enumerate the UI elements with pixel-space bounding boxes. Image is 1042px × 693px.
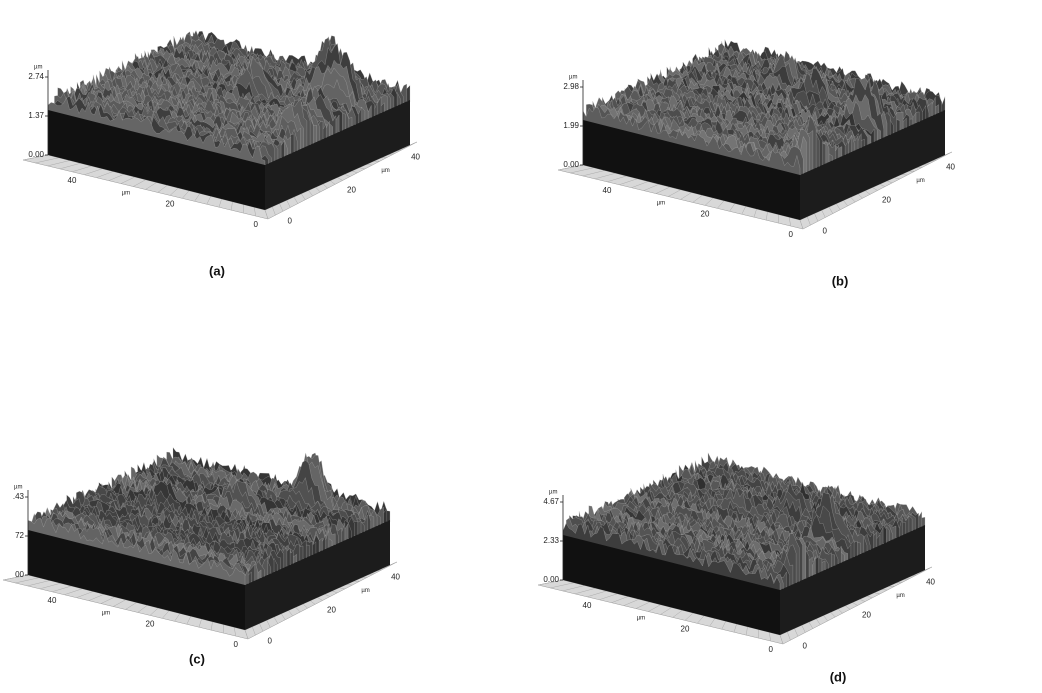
figure: 2.74 1.37 0.00 µm 40 20 0 µm 0 20 40 µm (a) 2.98 1.99 0… bbox=[0, 0, 1042, 693]
y-tick-label: 0 bbox=[822, 226, 827, 235]
y-tick-label: 40 bbox=[946, 162, 955, 171]
panel-label: (a) bbox=[209, 263, 225, 278]
z-tick-label: 2.74 bbox=[28, 72, 44, 81]
afm-panel: .43 72 00 µm 40 20 0 µm 0 20 40 µm (c) bbox=[3, 448, 401, 667]
x-unit: µm bbox=[122, 190, 130, 196]
x-unit: µm bbox=[102, 610, 110, 616]
y-tick-label: 20 bbox=[347, 185, 356, 194]
floor-hatch bbox=[925, 567, 932, 570]
x-tick-label: 0 bbox=[769, 645, 774, 654]
x-tick-label: 0 bbox=[789, 230, 794, 239]
y-tick-label: 20 bbox=[862, 610, 871, 619]
panel-label: (b) bbox=[832, 273, 849, 288]
x-tick-label: 20 bbox=[146, 620, 155, 629]
z-tick-label: 0.00 bbox=[563, 160, 579, 169]
z-tick-label: 2.33 bbox=[543, 536, 559, 545]
y-tick-label: 40 bbox=[391, 572, 400, 581]
floor-hatch bbox=[410, 142, 417, 145]
afm-panel: 2.74 1.37 0.00 µm 40 20 0 µm 0 20 40 µm (a) bbox=[23, 31, 421, 279]
panel-label: (d) bbox=[830, 669, 847, 684]
y-tick-label: 0 bbox=[287, 216, 292, 225]
y-unit: µm bbox=[896, 593, 904, 599]
z-tick-label: 0.00 bbox=[28, 150, 44, 159]
y-unit: µm bbox=[361, 588, 369, 594]
z-unit: µm bbox=[14, 485, 22, 491]
y-tick-label: 20 bbox=[882, 195, 891, 204]
x-unit: µm bbox=[657, 200, 665, 206]
x-unit: µm bbox=[637, 615, 645, 621]
x-tick-label: 40 bbox=[603, 186, 612, 195]
z-tick-label: 4.67 bbox=[543, 497, 559, 506]
x-tick-label: 20 bbox=[166, 200, 175, 209]
y-tick-label: 40 bbox=[926, 577, 935, 586]
afm-panel: 2.98 1.99 0.00 µm 40 20 0 µm 0 20 40 µm (b) bbox=[558, 40, 956, 289]
floor-hatch bbox=[945, 152, 952, 155]
page: {"panels": [ {"label": "(a)", "z_unit": … bbox=[0, 0, 1042, 693]
y-tick-label: 0 bbox=[802, 641, 807, 650]
x-tick-label: 40 bbox=[68, 176, 77, 185]
x-tick-label: 0 bbox=[234, 640, 239, 649]
x-tick-label: 20 bbox=[681, 625, 690, 634]
z-tick-label: .43 bbox=[13, 492, 25, 501]
y-tick-label: 40 bbox=[411, 152, 420, 161]
z-tick-label: 00 bbox=[15, 570, 24, 579]
z-unit: µm bbox=[34, 65, 42, 71]
y-tick-label: 0 bbox=[267, 636, 272, 645]
z-unit: µm bbox=[569, 75, 577, 81]
y-unit: µm bbox=[381, 168, 389, 174]
afm-panel: 4.67 2.33 0.00 µm 40 20 0 µm 0 20 40 µm (d) bbox=[538, 453, 936, 685]
x-tick-label: 0 bbox=[254, 220, 259, 229]
panel-label: (c) bbox=[189, 651, 205, 666]
z-unit: µm bbox=[549, 490, 557, 496]
y-unit: µm bbox=[916, 178, 924, 184]
z-tick-label: 0.00 bbox=[543, 575, 559, 584]
z-tick-label: 1.99 bbox=[563, 121, 579, 130]
floor-hatch bbox=[390, 562, 397, 565]
z-tick-label: 2.98 bbox=[563, 82, 579, 91]
x-tick-label: 40 bbox=[48, 596, 57, 605]
x-tick-label: 40 bbox=[583, 601, 592, 610]
y-tick-label: 20 bbox=[327, 605, 336, 614]
x-tick-label: 20 bbox=[701, 210, 710, 219]
z-tick-label: 72 bbox=[15, 531, 24, 540]
z-tick-label: 1.37 bbox=[28, 111, 44, 120]
